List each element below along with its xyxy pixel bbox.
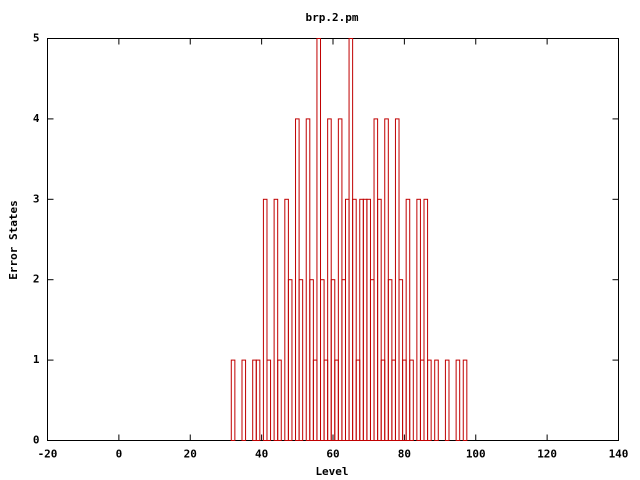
bar bbox=[309, 279, 314, 442]
bar bbox=[405, 198, 411, 441]
x-tick-label: 80 bbox=[398, 448, 411, 461]
bar bbox=[359, 198, 364, 441]
bar bbox=[334, 359, 339, 442]
y-tick-label: 5 bbox=[33, 32, 40, 45]
bar bbox=[298, 279, 304, 442]
bar bbox=[252, 359, 257, 442]
bar bbox=[398, 279, 404, 442]
plot-frame bbox=[47, 38, 619, 441]
bar bbox=[366, 198, 371, 441]
bar bbox=[419, 359, 425, 442]
bar bbox=[277, 359, 282, 442]
bar bbox=[380, 359, 386, 442]
chart-title: brp.2.pm bbox=[306, 11, 359, 24]
bar bbox=[377, 198, 382, 441]
bar bbox=[337, 118, 343, 442]
bar bbox=[416, 198, 421, 441]
bar bbox=[295, 118, 300, 442]
y-tick-label: 3 bbox=[33, 192, 40, 205]
bar bbox=[391, 359, 396, 442]
y-tick-label: 0 bbox=[33, 434, 40, 447]
bar bbox=[394, 118, 400, 442]
x-tick-label: 100 bbox=[466, 448, 486, 461]
bar bbox=[262, 198, 268, 441]
x-tick-label: 140 bbox=[609, 448, 629, 461]
bar bbox=[427, 359, 432, 442]
x-tick-label: 20 bbox=[184, 448, 197, 461]
x-tick-label: 120 bbox=[537, 448, 557, 461]
x-tick-label: 40 bbox=[255, 448, 268, 461]
y-tick-label: 4 bbox=[33, 112, 40, 125]
bar bbox=[327, 118, 332, 442]
bar bbox=[462, 359, 468, 442]
bar bbox=[305, 118, 311, 442]
bar bbox=[455, 359, 461, 442]
bar bbox=[344, 198, 350, 441]
y-tick-label: 1 bbox=[33, 353, 40, 366]
y-axis-label: Error States bbox=[7, 200, 20, 279]
bar bbox=[323, 359, 329, 442]
bar bbox=[434, 359, 439, 442]
bar bbox=[341, 279, 346, 442]
bar bbox=[402, 359, 407, 442]
bar bbox=[266, 359, 272, 442]
bar bbox=[316, 38, 322, 441]
bar bbox=[241, 359, 247, 442]
x-tick-label: -20 bbox=[38, 448, 58, 461]
bar bbox=[409, 359, 414, 442]
bar bbox=[230, 359, 236, 442]
bar bbox=[255, 359, 261, 442]
bar bbox=[352, 198, 357, 441]
y-tick-label: 2 bbox=[33, 273, 40, 286]
bar bbox=[444, 359, 450, 442]
bar bbox=[369, 279, 375, 442]
bar bbox=[287, 279, 293, 442]
bar bbox=[330, 279, 336, 442]
bar bbox=[348, 38, 354, 441]
bar bbox=[273, 198, 279, 441]
bar bbox=[284, 198, 289, 441]
bar bbox=[387, 279, 393, 442]
x-tick-label: 60 bbox=[326, 448, 339, 461]
bar bbox=[373, 118, 379, 442]
bar bbox=[320, 279, 325, 442]
bar bbox=[355, 359, 361, 442]
bar bbox=[312, 359, 318, 442]
bar bbox=[423, 198, 429, 441]
bar bbox=[384, 118, 389, 442]
bar bbox=[362, 198, 368, 441]
x-tick-label: 0 bbox=[116, 448, 123, 461]
x-axis-label: Level bbox=[315, 465, 348, 478]
